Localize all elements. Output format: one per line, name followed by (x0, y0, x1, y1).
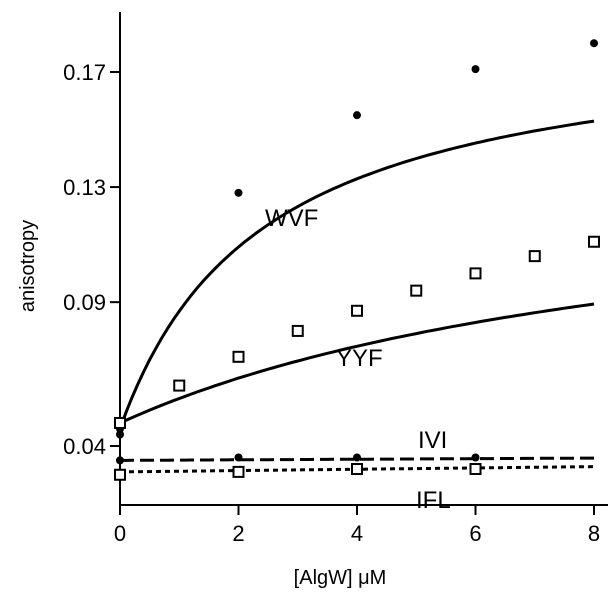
point-ifl (114, 468, 126, 481)
point-ifl (351, 463, 363, 476)
series-label-ivi: IVI (418, 427, 447, 454)
series-label-yyf: YYF (336, 345, 383, 372)
x-tick-label: 0 (114, 521, 126, 546)
point-yyf (351, 304, 363, 317)
point-ifl (232, 465, 245, 478)
y-tick-label: 0.09 (63, 290, 106, 315)
point-ifl (469, 463, 482, 476)
fit-curve-wvf (118, 119, 595, 430)
point-wvf (116, 430, 124, 439)
x-axis-title: [AlgW] μM (294, 567, 387, 589)
point-yyf (232, 350, 245, 363)
point-ivi (234, 453, 243, 462)
x-tick-label: 8 (588, 521, 600, 546)
point-yyf (410, 284, 423, 297)
y-tick-label: 0.17 (63, 60, 106, 85)
point-ivi (353, 453, 361, 462)
point-wvf (353, 111, 361, 120)
data-points (114, 39, 600, 481)
point-yyf (528, 250, 541, 263)
point-yyf (469, 267, 482, 280)
y-tick-label: 0.13 (63, 175, 106, 200)
y-axis-title: anisotropy (17, 220, 39, 312)
fit-curves (118, 119, 595, 474)
point-ivi (471, 453, 480, 462)
series-label-wvf: WVF (265, 205, 318, 232)
point-ivi (116, 456, 124, 465)
y-tick-label: 0.04 (63, 434, 106, 459)
x-tick-label: 2 (232, 521, 244, 546)
point-yyf (173, 379, 186, 392)
series-label-ifl: IFL (416, 487, 451, 514)
point-yyf (291, 324, 304, 337)
series-labels: WVF YYF IVI IFL (265, 205, 451, 514)
point-wvf (590, 39, 598, 48)
point-wvf (471, 65, 480, 74)
x-tick-label: 6 (469, 521, 481, 546)
point-yyf (114, 416, 126, 429)
point-yyf (588, 235, 600, 248)
fit-curve-yyf (119, 302, 595, 425)
x-tick-label: 4 (351, 521, 363, 546)
point-wvf (234, 188, 243, 197)
axes: 0.04 0.09 0.13 0.17 0 2 4 6 8 (63, 12, 608, 546)
